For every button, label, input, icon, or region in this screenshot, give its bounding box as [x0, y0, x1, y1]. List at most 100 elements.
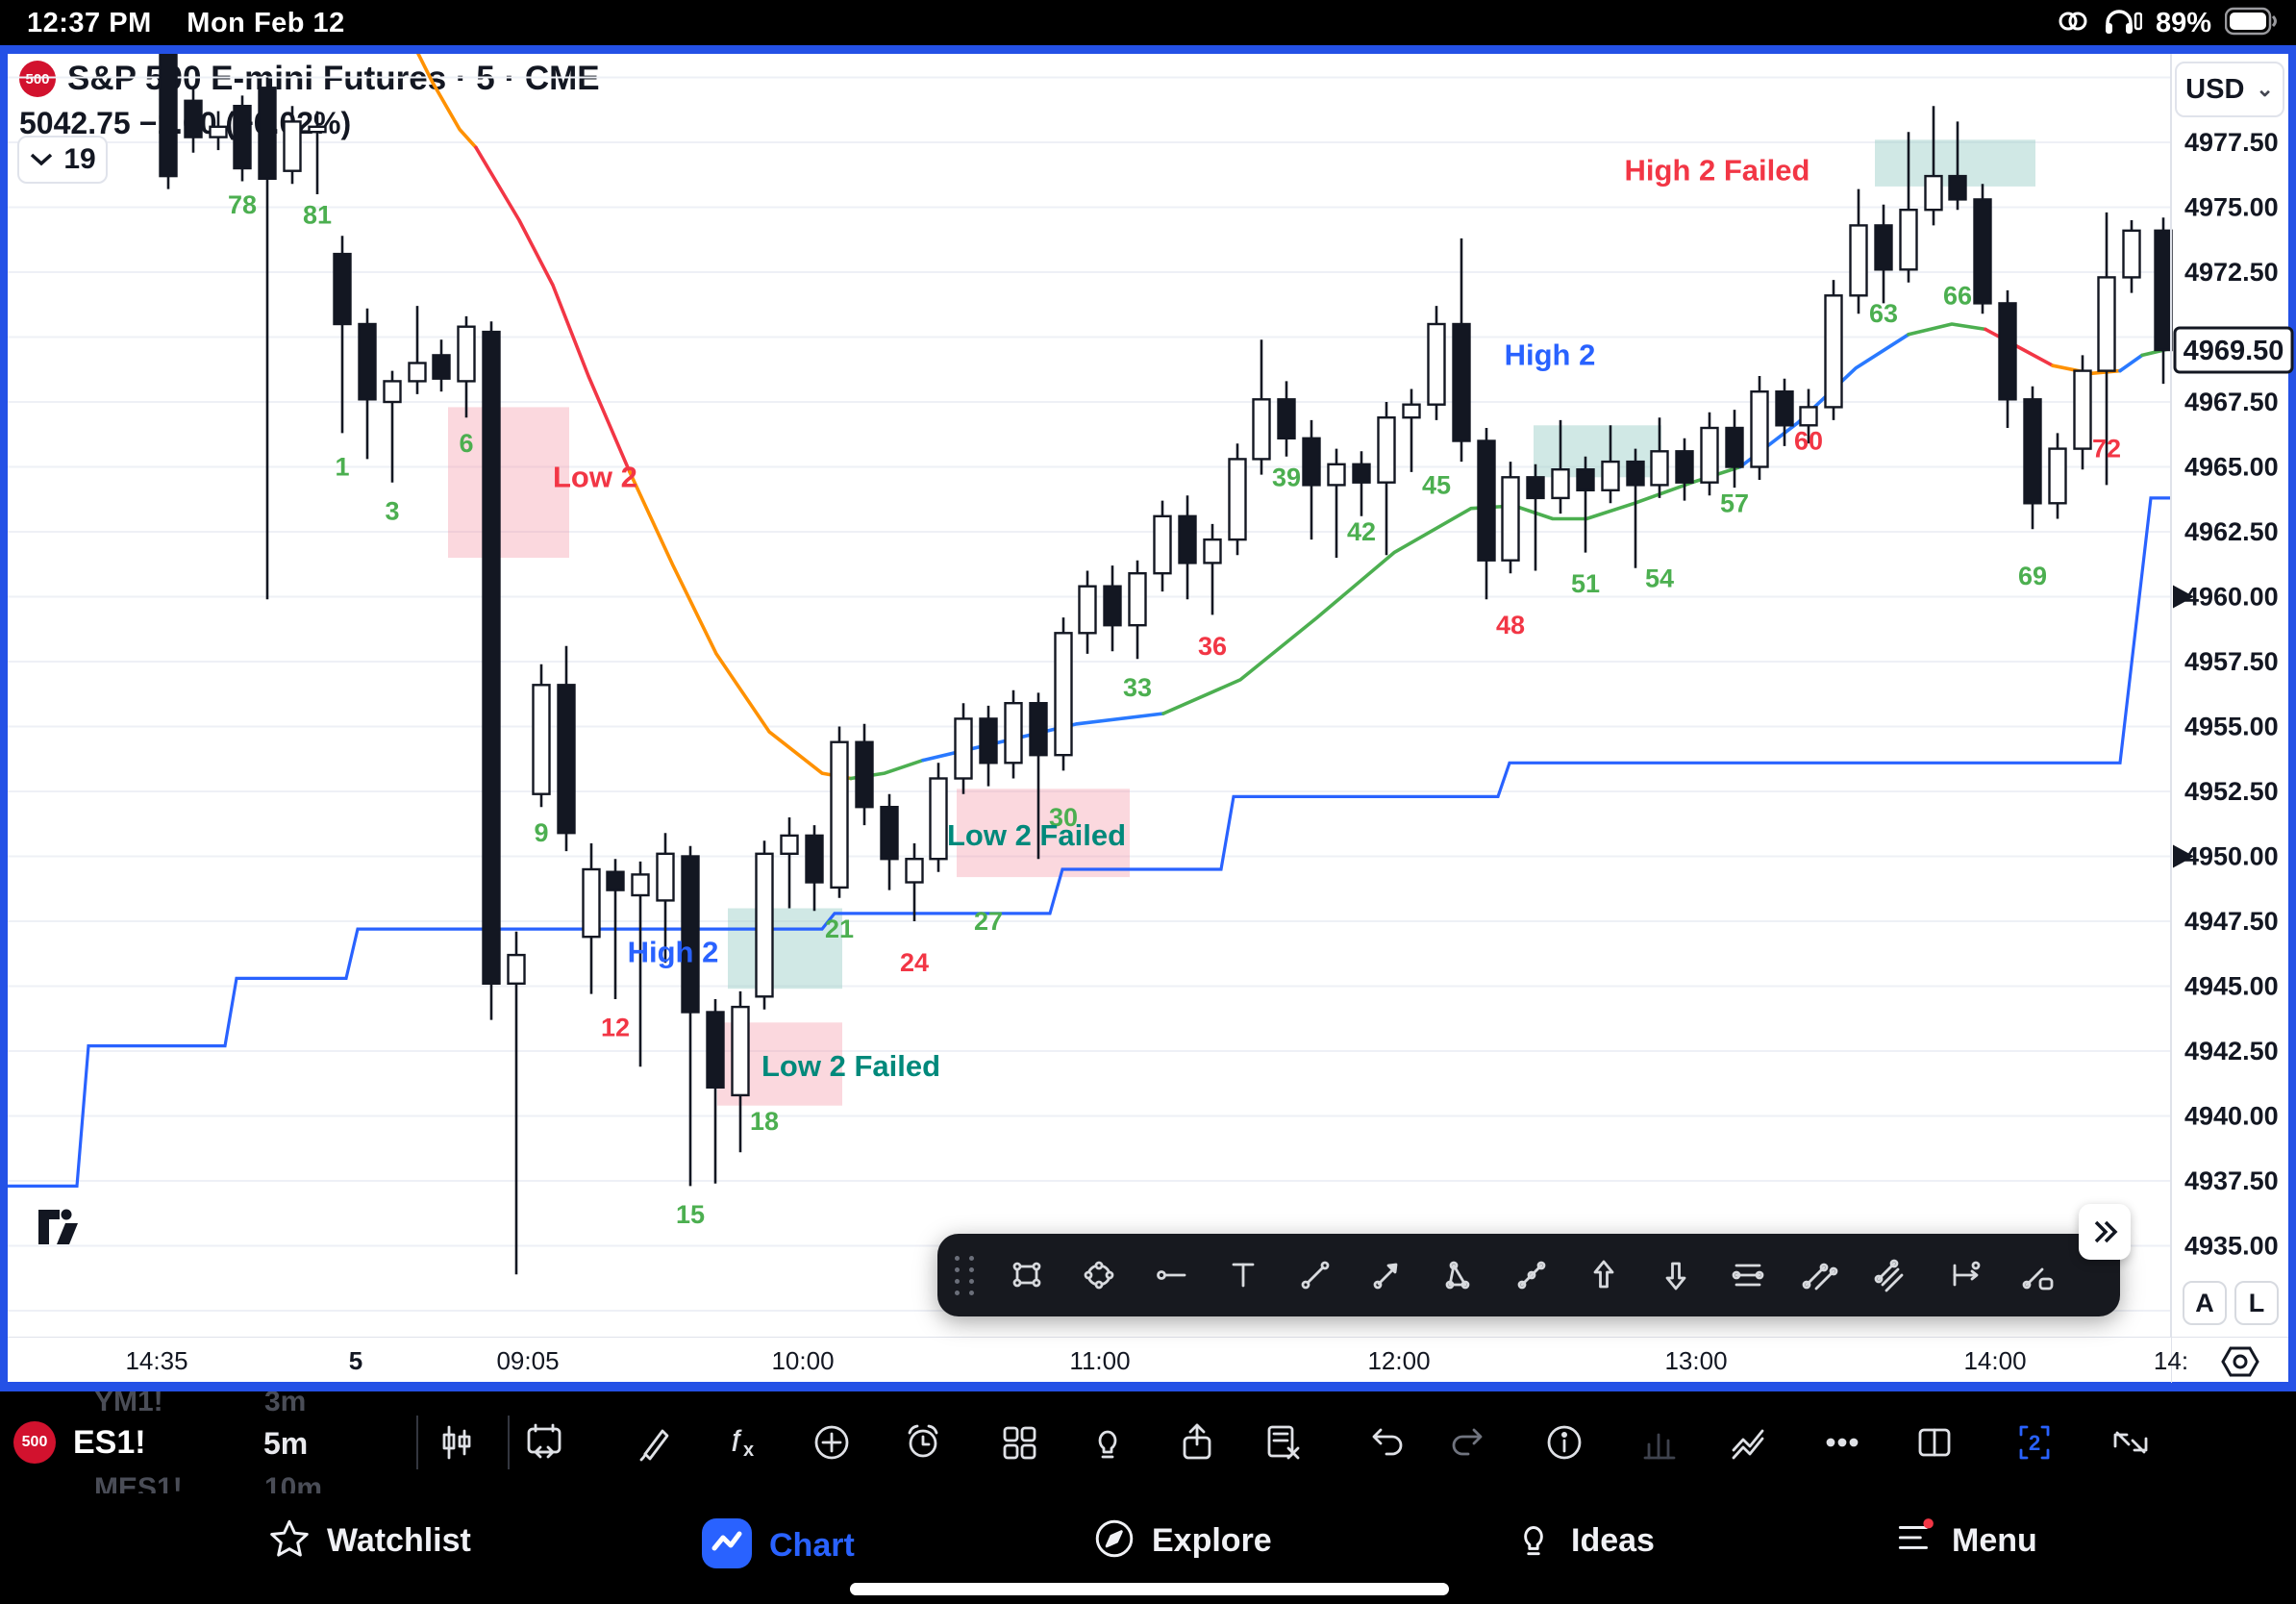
ellipse-tool-icon[interactable] — [1062, 1241, 1135, 1310]
price-tick: 4967.50 — [2184, 388, 2279, 416]
fib-retracement-tool-icon[interactable] — [1711, 1241, 1784, 1310]
auto-scale-button[interactable]: A — [2183, 1281, 2227, 1325]
share-icon[interactable] — [1174, 1419, 1220, 1466]
interval-button[interactable]: 5m — [263, 1426, 309, 1461]
bar-count-button[interactable]: 19 — [17, 136, 108, 184]
disjoint-channel-tool-icon[interactable] — [1856, 1241, 1928, 1310]
nav-item-explore[interactable]: Explore — [1092, 1516, 1272, 1566]
price-axis: 4977.504975.004972.504970.004967.504965.… — [2170, 54, 2294, 1337]
chart-style-icon[interactable] — [434, 1419, 480, 1466]
volume-icon[interactable] — [1637, 1419, 1684, 1466]
bar-count-label: 18 — [750, 1107, 779, 1136]
nav-item-menu[interactable]: Menu — [1892, 1516, 2037, 1566]
home-indicator[interactable] — [850, 1583, 1449, 1595]
nav-item-watchlist[interactable]: Watchlist — [267, 1516, 471, 1566]
toolbar-collapse-button[interactable] — [2079, 1204, 2131, 1260]
chart-area: 500 S&P 500 E-mini Futures · 5 · CME 504… — [8, 54, 2294, 1383]
rectangle-tool-icon[interactable] — [990, 1241, 1062, 1310]
parallel-channel-tool-icon[interactable] — [1784, 1241, 1856, 1310]
candle — [358, 322, 377, 401]
trend-line-tool-icon[interactable] — [1279, 1241, 1351, 1310]
bar-count-label: 72 — [2092, 435, 2121, 464]
candle — [1725, 426, 1744, 468]
fullscreen-icon[interactable] — [2108, 1419, 2154, 1466]
undo-icon[interactable] — [1363, 1419, 1410, 1466]
candle — [755, 852, 774, 998]
date-range-tool-icon[interactable] — [1928, 1241, 2000, 1310]
price-tick: 4947.50 — [2184, 907, 2279, 936]
candle — [1103, 585, 1122, 627]
candle — [1650, 450, 1669, 487]
idea-icon[interactable] — [1085, 1419, 1131, 1466]
candle — [1004, 702, 1023, 764]
compare-icon[interactable] — [1726, 1419, 1772, 1466]
candle — [1799, 406, 1818, 427]
split-view-icon[interactable] — [1911, 1419, 1958, 1466]
low2-zone — [448, 407, 569, 558]
battery-percent: 89% — [2155, 8, 2211, 38]
price-tick: 4950.00 — [2184, 842, 2279, 871]
nav-label: Ideas — [1571, 1522, 1655, 1559]
symbol-button[interactable]: ES1! — [73, 1424, 146, 1461]
redo-icon[interactable] — [1445, 1419, 1491, 1466]
toolbar-drag-handle[interactable] — [955, 1255, 977, 1295]
candle — [1427, 322, 1446, 406]
candle — [830, 740, 849, 890]
bar-count-label: 6 — [459, 429, 473, 458]
nav-label: Menu — [1952, 1522, 2037, 1559]
bottom-nav: Watchlist Chart Explore Ideas Menu — [0, 1493, 2296, 1604]
arrow-tool-icon[interactable] — [1351, 1241, 1423, 1310]
polyline-tool-icon[interactable] — [1495, 1241, 1567, 1310]
text-tool-icon[interactable] — [1207, 1241, 1279, 1310]
layout-grid-icon[interactable] — [996, 1419, 1042, 1466]
gridlines — [8, 76, 2171, 1312]
remove-drawings-icon[interactable] — [1260, 1419, 1306, 1466]
time-axis[interactable]: 14:35 5 09:05 10:00 11:00 12:00 13:00 14:00 14: — [8, 1337, 2288, 1383]
price-tick: 4942.50 — [2184, 1037, 2279, 1065]
bar-replay-icon[interactable] — [521, 1419, 567, 1466]
currency-selector[interactable]: USD ⌄ — [2175, 62, 2284, 117]
low2-zone — [957, 789, 1130, 878]
candle — [855, 740, 874, 809]
nav-item-chart[interactable]: Chart — [700, 1516, 855, 1575]
candle — [1352, 463, 1371, 484]
log-scale-button[interactable]: L — [2234, 1281, 2279, 1325]
more-icon[interactable] — [1819, 1419, 1865, 1466]
candle — [383, 380, 402, 404]
triangle-tool-icon[interactable] — [1423, 1241, 1495, 1310]
nav-label: Explore — [1152, 1522, 1272, 1559]
info-icon[interactable] — [1541, 1419, 1587, 1466]
candle — [2023, 398, 2042, 505]
nav-item-ideas[interactable]: Ideas — [1511, 1516, 1655, 1566]
axis-settings-icon[interactable] — [2219, 1342, 2261, 1386]
bar-count-label: 3 — [385, 496, 399, 525]
draw-icon[interactable] — [632, 1419, 678, 1466]
candle — [706, 1011, 725, 1090]
candle — [1576, 468, 1595, 492]
candle — [780, 834, 799, 856]
long-position-tool-icon[interactable] — [2000, 1241, 2072, 1310]
arrow-up-tool-icon[interactable] — [1567, 1241, 1639, 1310]
moving-average — [2118, 353, 2144, 373]
time-tick: 14:00 — [1963, 1346, 2027, 1375]
horizontal-ray-tool-icon[interactable] — [1135, 1241, 1207, 1310]
candle — [557, 684, 576, 835]
chart-frame-border — [0, 45, 2296, 54]
menu-icon — [1892, 1516, 1936, 1566]
time-tick: 5 — [348, 1346, 363, 1375]
price-tick: 4955.00 — [2184, 713, 2279, 741]
add-icon[interactable] — [809, 1419, 855, 1466]
arrow-down-tool-icon[interactable] — [1639, 1241, 1711, 1310]
chevron-down-icon — [31, 153, 53, 166]
multichart-2-icon[interactable]: 2 — [2011, 1419, 2058, 1466]
bar-count-label: 54 — [1645, 564, 1674, 593]
alert-icon[interactable] — [900, 1419, 946, 1466]
tradingview-logo-icon[interactable] — [37, 1208, 90, 1251]
hotspot-icon — [2056, 7, 2090, 40]
candle — [1501, 476, 1520, 562]
candle — [233, 105, 252, 170]
